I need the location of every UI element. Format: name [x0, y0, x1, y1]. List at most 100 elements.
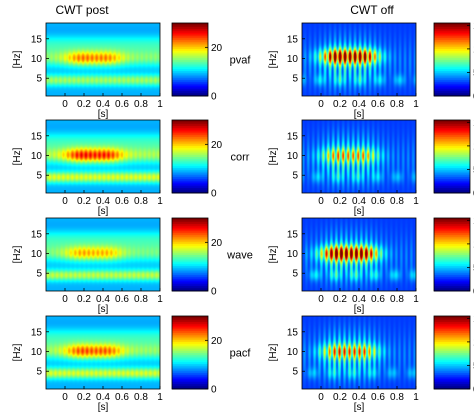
colorbar-swatch: [434, 223, 470, 226]
x-tick-label: 0.8: [390, 294, 404, 305]
colorbar-tick-label: 0: [211, 189, 217, 200]
colorbar-swatch: [434, 52, 470, 55]
colorbar-swatch: [172, 86, 208, 90]
colorbar-swatch: [172, 48, 208, 51]
colorbar-swatch: [434, 381, 470, 385]
x-tick-label: 0.4: [96, 392, 110, 403]
colorbar-swatch: [434, 54, 470, 57]
colorbar-swatch: [434, 230, 470, 234]
colorbar-swatch: [172, 83, 208, 86]
colorbar-swatch: [172, 143, 208, 147]
colorbar-swatch: [172, 169, 208, 172]
colorbar-swatch: [172, 326, 208, 330]
colorbar-swatch: [434, 172, 470, 176]
x-tick-label: 1: [157, 294, 163, 305]
colorbar-swatch: [172, 182, 208, 185]
colorbar-swatch: [172, 172, 208, 176]
colorbar-swatch: [434, 191, 470, 194]
colorbar-swatch: [434, 225, 470, 228]
colorbar-swatch: [434, 44, 470, 48]
colorbar-swatch: [434, 161, 470, 165]
colorbar-swatch: [172, 287, 208, 290]
x-axis-label: [s]: [354, 402, 365, 413]
row-label-corr: corr: [231, 152, 250, 164]
colorbar-swatch: [434, 332, 470, 335]
colorbar-swatch: [434, 134, 470, 137]
colorbar-swatch: [172, 239, 208, 243]
colorbar-swatch: [172, 270, 208, 274]
colorbar-swatch: [172, 174, 208, 178]
heatmap-pacf-off: [302, 316, 416, 389]
colorbar-swatch: [434, 265, 470, 268]
colorbar-swatch: [172, 238, 208, 241]
colorbar-swatch: [434, 374, 470, 377]
colorbar-swatch: [434, 26, 470, 29]
colorbar-swatch: [172, 281, 208, 285]
colorbar-swatch: [434, 234, 470, 237]
colorbar-swatch: [172, 356, 208, 359]
y-tick-label: 15: [31, 34, 43, 45]
x-tick-label: 0.4: [96, 294, 110, 305]
colorbar-swatch: [172, 361, 208, 364]
x-tick-label: 0.6: [115, 99, 129, 110]
x-tick-label: 0.2: [333, 99, 347, 110]
colorbar-swatch: [434, 317, 470, 321]
colorbar-swatch: [434, 341, 470, 344]
colorbar-swatch: [434, 227, 470, 230]
heatmap-corr-post: [46, 120, 160, 193]
colorbar-frame: [433, 22, 471, 97]
colorbar-swatch: [434, 92, 470, 95]
x-tick-label: 0.8: [134, 392, 148, 403]
colorbar-swatch: [434, 319, 470, 322]
colorbar-swatch: [434, 90, 470, 93]
x-axis-label: [s]: [354, 109, 365, 120]
colorbar-swatch: [434, 147, 470, 150]
colorbar-swatch: [434, 281, 470, 285]
colorbar-swatch: [434, 149, 470, 152]
colorbar-swatch: [434, 120, 470, 123]
colorbar-tick-label: 0: [211, 385, 217, 396]
colorbar-swatch: [434, 140, 470, 143]
x-tick-label: 0.6: [115, 392, 129, 403]
colorbar-swatch: [172, 252, 208, 255]
colorbar-swatch: [172, 274, 208, 277]
colorbar-swatch: [434, 169, 470, 172]
colorbar-swatch: [434, 274, 470, 277]
colorbar-swatch: [434, 361, 470, 364]
colorbar-swatch: [172, 74, 208, 77]
colorbar-swatch: [172, 147, 208, 150]
x-tick-label: 0: [318, 294, 324, 305]
colorbar-swatch: [172, 225, 208, 228]
colorbar-swatch: [172, 328, 208, 332]
colorbar-swatch: [172, 125, 208, 128]
colorbar-swatch: [434, 238, 470, 241]
colorbar-frame: [433, 119, 471, 194]
colorbar-swatch: [172, 228, 208, 232]
colorbar-swatch: [434, 64, 470, 68]
colorbar-swatch: [172, 26, 208, 29]
colorbar-swatch: [434, 189, 470, 192]
colorbar-tick-label: 20: [211, 238, 223, 249]
x-axis-label: [s]: [354, 304, 365, 315]
colorbar-swatch: [434, 77, 470, 81]
colorbar-swatch: [172, 285, 208, 288]
x-tick-label: 0.4: [352, 99, 366, 110]
colorbar-swatch: [434, 59, 470, 62]
colorbar-swatch: [172, 234, 208, 237]
colorbar-swatch: [172, 265, 208, 268]
colorbar-swatch: [172, 75, 208, 79]
colorbar-swatch: [172, 66, 208, 70]
colorbar-swatch: [434, 127, 470, 130]
colorbar-frame: [171, 119, 209, 194]
x-tick-label: 1: [413, 294, 419, 305]
colorbar-swatch: [434, 334, 470, 337]
y-tick-label: 10: [287, 347, 299, 358]
colorbar-swatch: [434, 57, 470, 60]
colorbar-swatch: [434, 385, 470, 388]
colorbar-swatch: [172, 359, 208, 363]
x-tick-label: 0.8: [134, 294, 148, 305]
x-tick-label: 1: [157, 196, 163, 207]
y-tick-label: 5: [292, 74, 298, 85]
